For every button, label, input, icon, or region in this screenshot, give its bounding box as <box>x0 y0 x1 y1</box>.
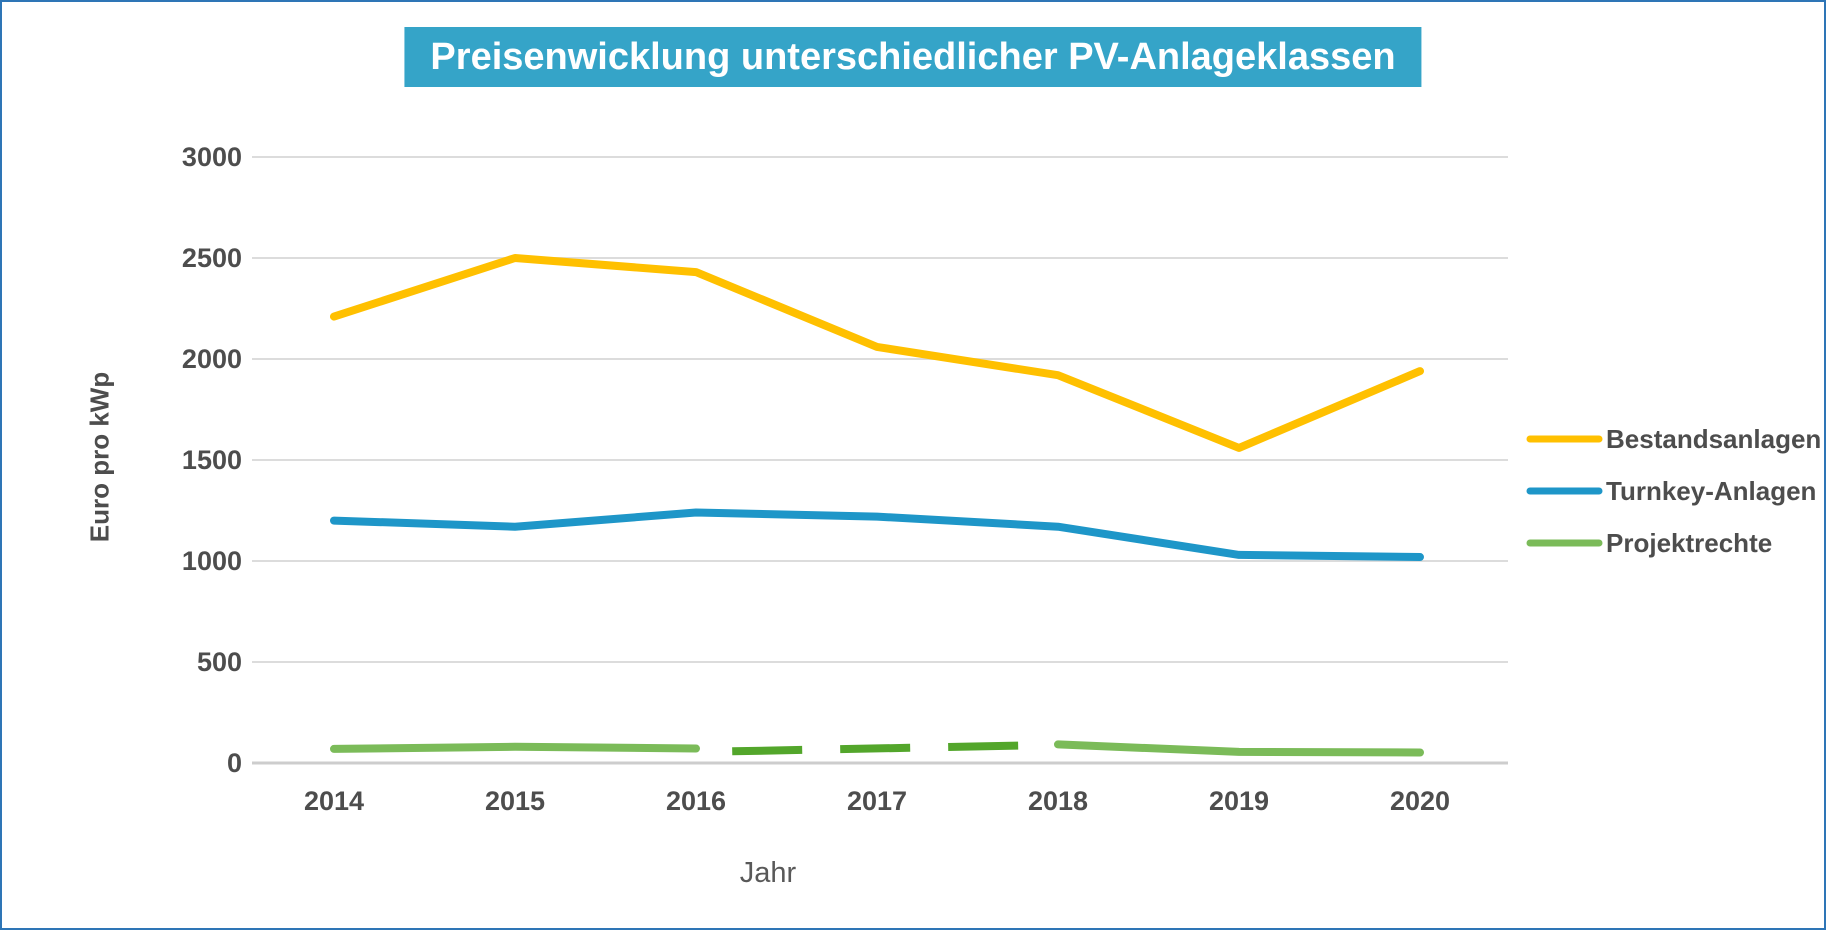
series-line-projektrechte-segment-3 <box>1054 740 1424 757</box>
series-line-projektrechte-segment-2 <box>732 741 1040 756</box>
series-line-projektrechte-segment-1 <box>330 742 700 753</box>
legend-label-projektrechte: Projektrechte <box>1606 528 1772 558</box>
x-tick-label-2016: 2016 <box>666 786 726 816</box>
x-axis-title: Jahr <box>739 857 797 889</box>
y-tick-label-2500: 2500 <box>182 243 242 273</box>
x-tick-label-2019: 2019 <box>1209 786 1269 816</box>
x-tick-label-2017: 2017 <box>847 786 907 816</box>
legend-item-turnkey-anlagen: Turnkey-Anlagen <box>1526 476 1816 506</box>
y-tick-label-3000: 3000 <box>182 142 242 172</box>
y-tick-label-1000: 1000 <box>182 546 242 576</box>
series-line-bestandsanlagen <box>330 254 1424 452</box>
x-tick-label-2018: 2018 <box>1028 786 1088 816</box>
x-tick-label-2020: 2020 <box>1390 786 1450 816</box>
chart-title: Preisenwicklung unterschiedlicher PV-Anl… <box>404 27 1422 87</box>
series-line-turnkey-anlagen <box>330 508 1424 561</box>
x-tick-label-2014: 2014 <box>304 786 364 816</box>
x-tick-label-2015: 2015 <box>485 786 545 816</box>
y-tick-label-2000: 2000 <box>182 344 242 374</box>
y-tick-label-500: 500 <box>197 647 242 677</box>
legend-item-projektrechte: Projektrechte <box>1526 528 1772 558</box>
legend-label-bestandsanlagen: Bestandsanlagen <box>1606 424 1821 454</box>
legend-item-bestandsanlagen: Bestandsanlagen <box>1526 424 1821 454</box>
y-tick-label-0: 0 <box>227 748 242 778</box>
legend-label-turnkey-anlagen: Turnkey-Anlagen <box>1606 476 1816 506</box>
y-tick-label-1500: 1500 <box>182 445 242 475</box>
